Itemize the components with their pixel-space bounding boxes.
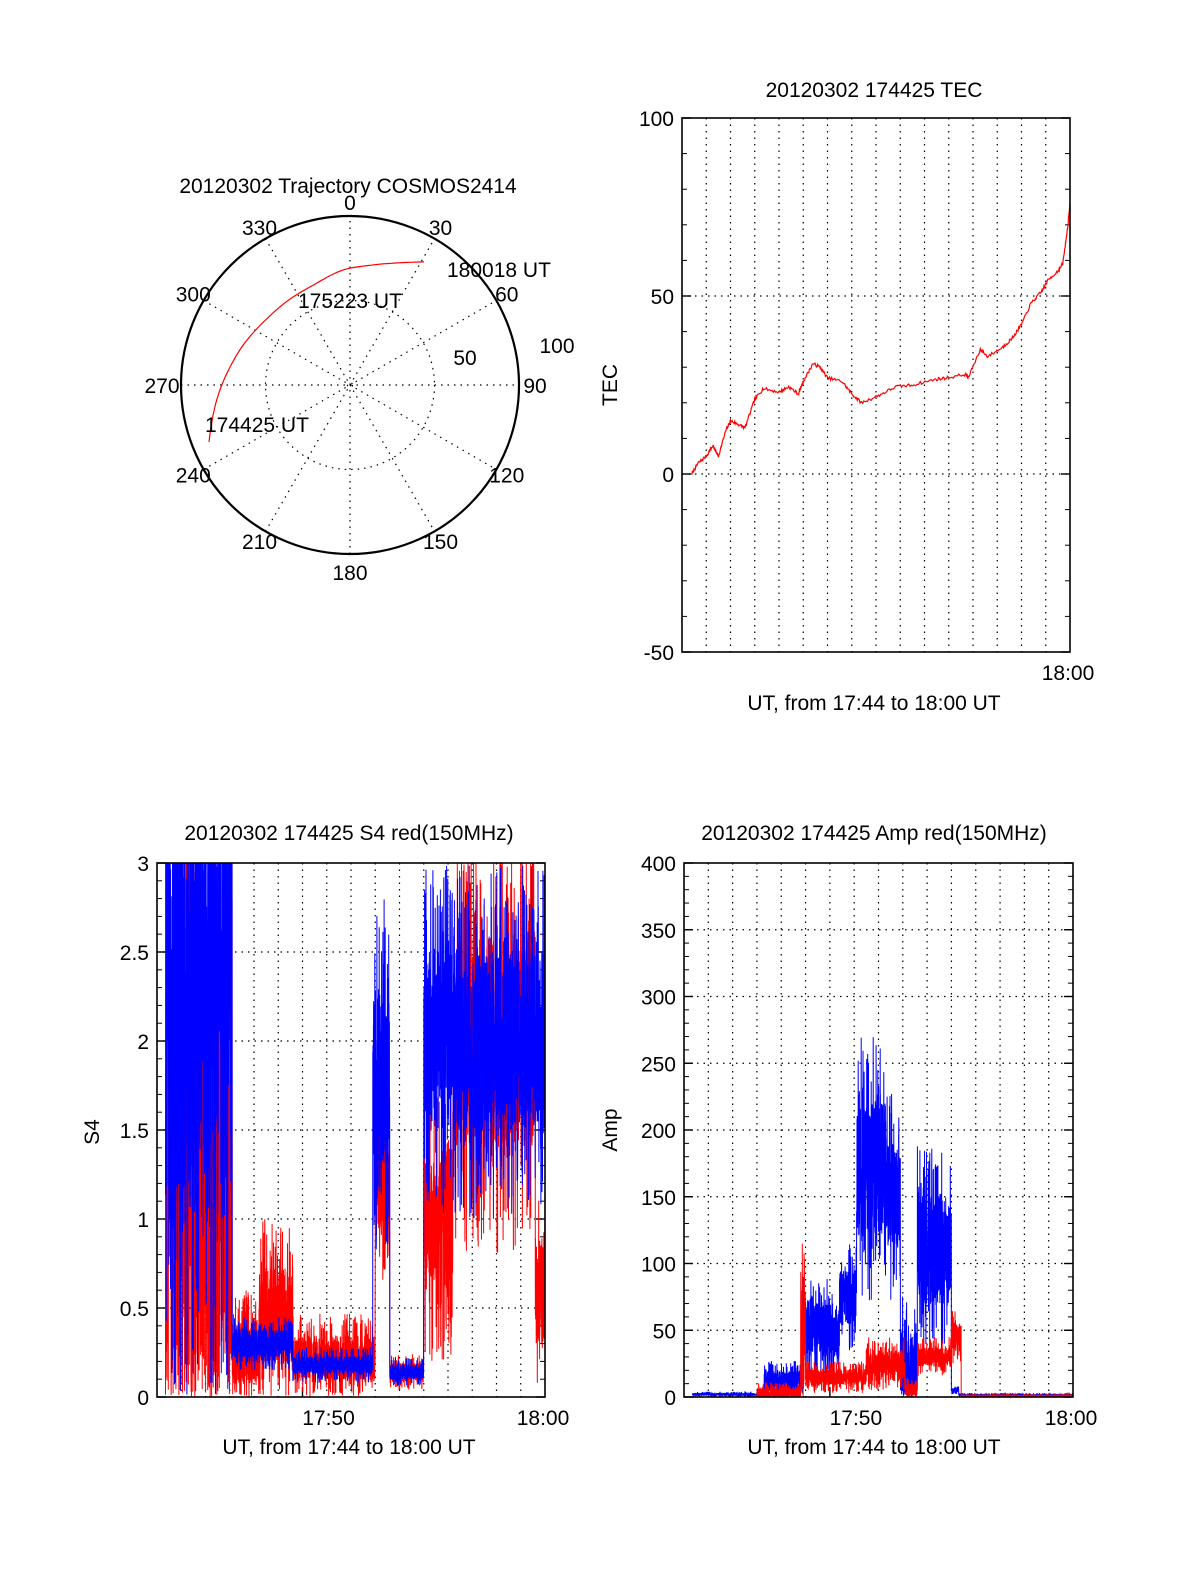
tec-line-TEC	[691, 203, 1071, 475]
amp-ylabel: Amp	[599, 1108, 622, 1151]
s4-xtick-label: 18:00	[517, 1407, 570, 1430]
polar-grid	[179, 214, 521, 556]
s4-ytick-label: 2.5	[120, 942, 149, 965]
radial-label-50: 50	[453, 347, 476, 370]
s4-xlabel: UT, from 17:44 to 18:00 UT	[222, 1436, 475, 1459]
s4-ytick-label: 0	[137, 1387, 149, 1410]
s4-ytick-label: 3	[137, 853, 149, 876]
azimuth-label-180: 180	[332, 562, 367, 585]
tec-ytick-label: 100	[639, 108, 674, 131]
s4-ylabel: S4	[81, 1119, 104, 1145]
amp-series	[692, 1037, 1074, 1399]
amp-frame	[683, 862, 1074, 1398]
polar-center-circle	[346, 381, 354, 389]
amp-ytick-label: 150	[641, 1187, 676, 1210]
s4-ytick-label: 0.5	[120, 1298, 149, 1321]
trajectory-track	[208, 261, 424, 443]
s4-frame	[156, 862, 546, 1398]
azimuth-label-330: 330	[242, 217, 277, 240]
track-label-end: 180018 UT	[447, 259, 551, 282]
trajectory-title: 20120302 Trajectory COSMOS2414	[179, 175, 517, 198]
amp-ytick-label: 350	[641, 920, 676, 943]
amp-xtick-label: 18:00	[1045, 1407, 1098, 1430]
tec-ytick-label: 50	[651, 286, 674, 309]
tec-title: 20120302 174425 TEC	[766, 79, 983, 102]
azimuth-label-150: 150	[423, 531, 458, 554]
s4-ytick-label: 2	[137, 1031, 149, 1054]
amp-ytick-label: 300	[641, 987, 676, 1010]
s4-ytick-label: 1.5	[120, 1120, 149, 1143]
polar-azimuth-labels: 0 30 60 90 120 150 180 210 240 270 300 330	[144, 192, 546, 585]
tec-xtick-label: 18:00	[1042, 662, 1095, 685]
amp-ytick-label: 200	[641, 1120, 676, 1143]
s4-ytick-label: 1	[137, 1209, 149, 1232]
tec-grid	[682, 118, 1070, 652]
amp-ytick-label: 0	[664, 1387, 676, 1410]
s4-line-blue	[165, 862, 546, 1395]
azimuth-label-120: 120	[489, 465, 524, 488]
tec-ylabel: TEC	[599, 364, 622, 406]
amp-ytick-label: 50	[653, 1320, 676, 1343]
s4-chart: 20120302 174425 S4 red(150MHz) 0 0.5 1 1.5 2…	[81, 822, 569, 1459]
amp-ytick-label: 400	[641, 853, 676, 876]
s4-ticks: 0 0.5 1 1.5 2 2.5 3 17:50 18:00	[120, 853, 569, 1430]
azimuth-label-90: 90	[523, 375, 546, 398]
amp-title: 20120302 174425 Amp red(150MHz)	[701, 822, 1047, 845]
tec-series	[691, 203, 1071, 475]
amp-ytick-label: 250	[641, 1053, 676, 1076]
s4-series	[165, 862, 546, 1397]
amp-line-red	[756, 1243, 1074, 1399]
s4-title: 20120302 174425 S4 red(150MHz)	[184, 822, 513, 845]
amp-xlabel: UT, from 17:44 to 18:00 UT	[747, 1436, 1000, 1459]
azimuth-label-270: 270	[144, 375, 179, 398]
azimuth-label-30: 30	[429, 217, 452, 240]
azimuth-label-60: 60	[495, 284, 518, 307]
trajectory-polar-plot: 20120302 Trajectory COSMOS2414 0 30 60 90 12…	[144, 175, 574, 585]
amp-chart: 20120302 174425 Amp red(150MHz) 0 50 100 15…	[599, 822, 1097, 1459]
azimuth-label-210: 210	[242, 531, 277, 554]
polar-spoke	[264, 238, 436, 532]
radial-label-100: 100	[539, 335, 574, 358]
tec-frame	[681, 117, 1071, 653]
track-label-start: 174425 UT	[205, 414, 309, 437]
azimuth-label-0: 0	[344, 192, 356, 215]
azimuth-label-300: 300	[176, 284, 211, 307]
s4-xtick-label: 17:50	[302, 1407, 355, 1430]
tec-ticks: -50 0 50 100 18:00	[639, 108, 1094, 685]
track-label-mid: 175223 UT	[298, 290, 402, 313]
amp-ticks: 0 50 100 150 200 250 300 350 400 17:50 18:00	[641, 853, 1097, 1430]
tec-ytick-label: 0	[662, 464, 674, 487]
tec-xlabel: UT, from 17:44 to 18:00 UT	[747, 692, 1000, 715]
tec-chart: 20120302 174425 TEC -50 0 50 100 18:00 TEC U…	[599, 79, 1094, 715]
amp-ytick-label: 100	[641, 1254, 676, 1277]
tec-ytick-label: -50	[644, 642, 674, 665]
amp-xtick-label: 17:50	[830, 1407, 883, 1430]
azimuth-label-240: 240	[176, 465, 211, 488]
